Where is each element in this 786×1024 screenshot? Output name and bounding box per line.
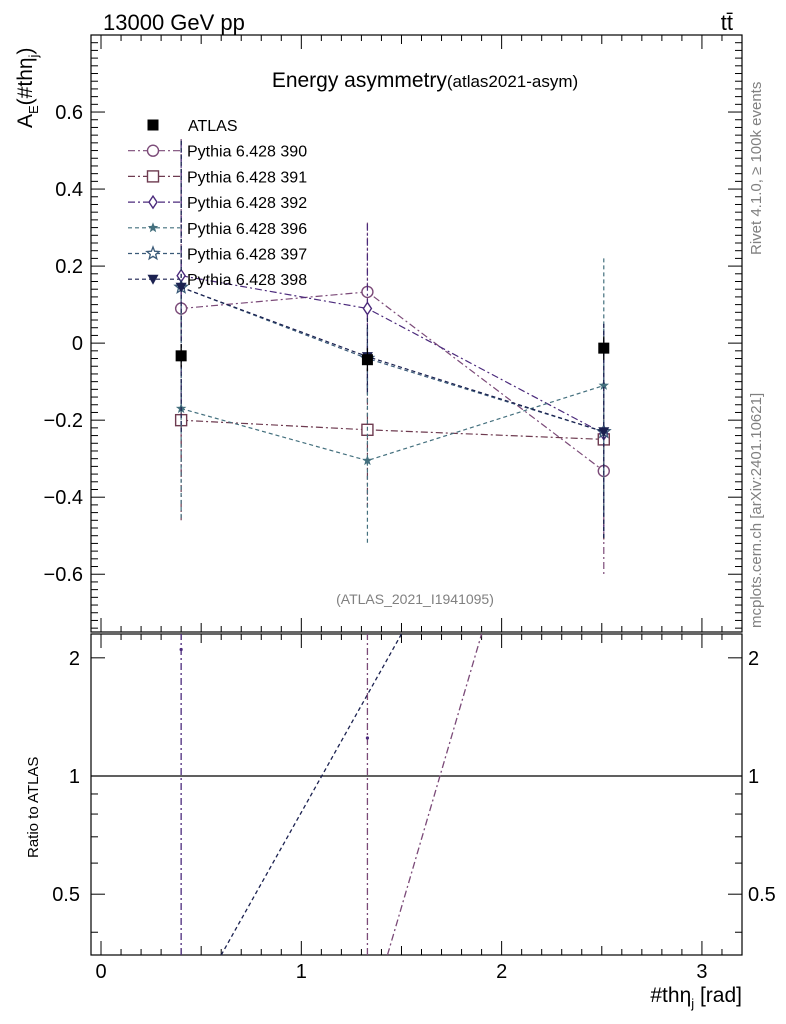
mcplots-label: mcplots.cern.ch [arXiv:2401.10621] <box>748 393 765 628</box>
legend-item: Pythia 6.428 396 <box>128 221 307 238</box>
legend-label: Pythia 6.428 392 <box>187 195 307 212</box>
data-point <box>598 427 610 438</box>
series-line <box>180 275 605 435</box>
legend-marker <box>147 222 159 233</box>
series-pythia-6-428-391 <box>174 320 610 540</box>
ratio-tick-label-left: 2 <box>69 648 80 670</box>
x-tick-label: 1 <box>296 961 307 983</box>
legend-marker <box>146 144 160 157</box>
y-tick-label: 0 <box>72 333 83 355</box>
legend-label: Pythia 6.428 396 <box>187 221 307 238</box>
data-point <box>598 380 609 390</box>
data-point <box>175 282 187 293</box>
data-point <box>362 455 373 466</box>
ratio-point <box>179 647 183 652</box>
process-label: tt̄ <box>721 10 733 35</box>
ratio-frame <box>90 633 743 956</box>
legend: ATLAS Pythia 6.428 390 Pythia 6.428 391 Pyt… <box>128 118 307 289</box>
legend-item: Pythia 6.428 391 <box>128 169 307 186</box>
data-point <box>362 301 373 316</box>
x-axis-label: #thηj [rad] <box>650 984 742 1011</box>
data-point <box>175 350 187 362</box>
legend-marker <box>147 274 159 285</box>
ratio-line <box>220 633 403 956</box>
y-tick-label: −0.2 <box>44 410 83 432</box>
analysis-id: (ATLAS_2021_I1941095) <box>336 591 494 607</box>
legend-label: ATLAS <box>188 118 238 135</box>
ratio-plot-area: 0 1 2 3 0.5 0.5 1 1 2 2 <box>52 633 776 983</box>
chart-title: Energy asymmetry(atlas2021-asym) <box>272 69 578 92</box>
series-pythia-6-428-396 <box>175 258 609 544</box>
main-frame <box>90 34 743 633</box>
series-line <box>180 384 604 462</box>
y-tick-label: −0.6 <box>44 564 83 586</box>
ratio-y-axis-label: Ratio to ATLAS <box>25 757 42 858</box>
data-point <box>598 342 610 354</box>
ratio-point <box>365 736 370 740</box>
x-tick-label: 3 <box>696 961 707 983</box>
ratio-tick-label-right: 0.5 <box>748 884 776 906</box>
series-atlas <box>175 336 610 372</box>
x-tick-label: 0 <box>95 961 106 983</box>
legend-item: Pythia 6.428 392 <box>128 194 307 212</box>
y-tick-label: 0.6 <box>55 102 83 124</box>
data-point <box>361 354 373 366</box>
legend-item: Pythia 6.428 397 <box>128 245 307 264</box>
legend-marker <box>146 170 160 183</box>
ratio-tick-label-right: 1 <box>748 766 759 788</box>
ratio-tick-label-left: 1 <box>69 766 80 788</box>
legend-label: Pythia 6.428 397 <box>187 247 307 264</box>
main-plot-area: 0.6 0.4 0.2 0 −0.2 −0.4 −0.6 <box>44 34 743 633</box>
legend-label: Pythia 6.428 398 <box>187 272 307 289</box>
y-tick-label: 0.2 <box>55 256 83 278</box>
legend-marker <box>145 245 161 261</box>
series-line <box>180 286 604 433</box>
y-axis-label: AE(#thηj) <box>14 48 41 128</box>
ratio-tick-label-left: 0.5 <box>52 884 80 906</box>
series-line <box>181 419 604 440</box>
legend-marker <box>147 119 159 131</box>
legend-label: Pythia 6.428 391 <box>187 169 307 186</box>
series-line <box>181 291 605 472</box>
legend-item: ATLAS <box>147 118 238 135</box>
rivet-label: Rivet 4.1.0, ≥ 100k events <box>748 82 765 255</box>
energy-label: 13000 GeV pp <box>103 10 245 35</box>
legend-label: Pythia 6.428 390 <box>187 144 307 161</box>
y-tick-label: 0.4 <box>55 179 83 201</box>
ratio-tick-label-right: 2 <box>748 648 759 670</box>
y-tick-label: −0.4 <box>44 487 83 509</box>
legend-marker <box>148 194 158 210</box>
legend-item: Pythia 6.428 390 <box>128 144 307 161</box>
x-tick-label: 2 <box>496 961 507 983</box>
legend-item: Pythia 6.428 398 <box>128 272 307 289</box>
ratio-line <box>386 633 483 956</box>
series-line <box>180 286 604 433</box>
